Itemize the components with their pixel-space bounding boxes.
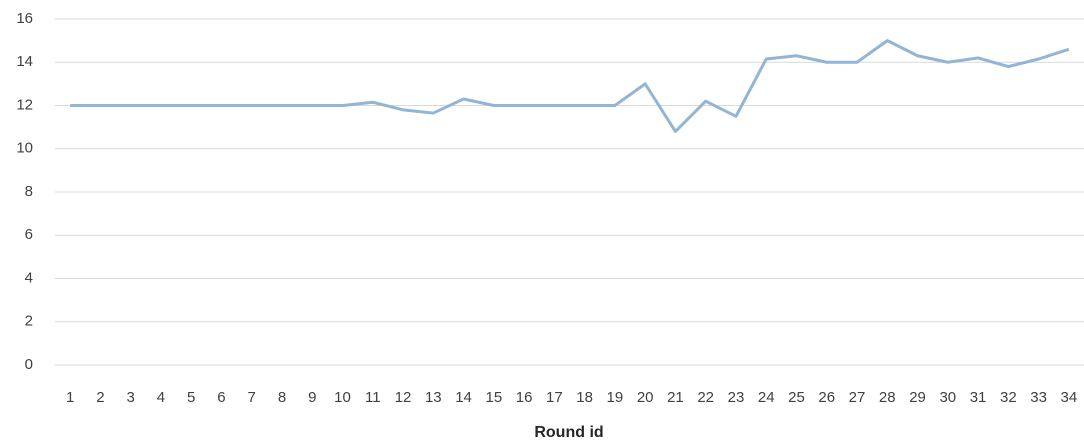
x-tick-label: 14 [455,389,472,406]
x-tick-label: 19 [607,389,624,406]
x-tick-label: 13 [425,389,442,406]
y-tick-label: 6 [25,226,33,243]
x-tick-label: 21 [667,389,684,406]
x-tick-label: 12 [395,389,412,406]
y-tick-label: 14 [16,53,33,70]
x-tick-label: 24 [758,389,775,406]
y-tick-label: 10 [16,140,33,157]
x-tick-label: 16 [516,389,533,406]
x-tick-label: 27 [849,389,866,406]
x-tick-label: 17 [546,389,563,406]
x-tick-label: 34 [1061,389,1078,406]
x-tick-label: 5 [187,389,195,406]
x-tick-label: 15 [485,389,502,406]
line-series [70,39,1070,133]
x-tick-label: 11 [365,389,381,406]
y-tick-label: 12 [16,96,33,113]
x-tick-label: 26 [818,389,835,406]
x-tick-label: 3 [126,389,134,406]
y-tick-label: 2 [25,313,33,330]
x-tick-label: 33 [1030,389,1047,406]
y-tick-label: 4 [25,269,33,286]
x-tick-label: 28 [879,389,896,406]
x-tick-label: 6 [217,389,225,406]
y-tick-label: 8 [25,183,33,200]
x-tick-label: 2 [96,389,104,406]
x-tick-label: 7 [248,389,256,406]
x-tick-label: 29 [909,389,926,406]
y-tick-label: 0 [25,356,33,373]
y-tick-label: 16 [16,10,33,27]
x-tick-label: 20 [637,389,654,406]
x-tick-label: 25 [788,389,805,406]
x-tick-label: 18 [576,389,593,406]
x-tick-label: 23 [728,389,745,406]
x-tick-label: 1 [66,389,74,406]
x-axis-label: Round id [534,424,603,441]
x-tick-label: 8 [278,389,286,406]
x-tick-label: 31 [970,389,987,406]
x-tick-label: 9 [308,389,316,406]
x-tick-label: 22 [697,389,714,406]
x-tick-label: 30 [939,389,956,406]
x-tick-label: 32 [1000,389,1017,406]
x-tick-label: 10 [334,389,351,406]
x-tick-label: 4 [157,389,165,406]
